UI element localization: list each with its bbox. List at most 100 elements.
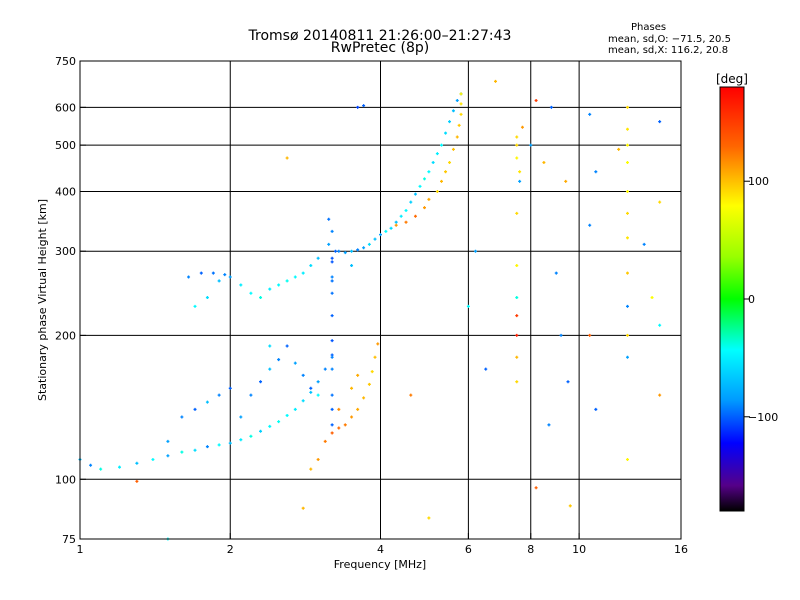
data-point <box>343 423 347 427</box>
data-point <box>376 342 380 346</box>
data-point <box>373 355 377 359</box>
data-point <box>293 275 297 279</box>
data-point <box>350 249 354 253</box>
data-point <box>431 160 435 164</box>
data-point <box>435 152 439 156</box>
data-point <box>285 344 289 348</box>
data-point <box>316 393 320 397</box>
data-point <box>193 407 197 411</box>
chart-subtitle: RwPretec (8p) <box>330 40 430 56</box>
x-tick-label: 16 <box>674 543 688 556</box>
data-point <box>309 264 313 268</box>
y-tick-label: 500 <box>55 139 76 152</box>
y-tick-label: 300 <box>55 245 76 258</box>
data-point <box>151 457 155 461</box>
y-tick-label: 600 <box>55 101 76 114</box>
data-point <box>515 355 519 359</box>
data-point <box>520 125 524 129</box>
data-point <box>440 143 443 147</box>
data-point <box>658 200 662 204</box>
series-x-mode-lower <box>309 342 380 471</box>
data-point <box>418 184 422 188</box>
x-tick-label: 8 <box>527 543 534 556</box>
data-point <box>564 179 568 183</box>
data-point <box>518 170 522 174</box>
data-point <box>384 229 388 233</box>
data-point <box>451 147 455 151</box>
data-point <box>337 407 341 411</box>
data-point <box>356 373 360 377</box>
data-point <box>323 367 327 371</box>
x-tick-label: 1 <box>77 543 84 556</box>
data-point <box>285 413 289 417</box>
data-point <box>330 229 334 233</box>
data-point <box>350 415 354 419</box>
data-point <box>356 248 360 252</box>
data-point <box>356 407 360 411</box>
data-point <box>625 143 629 147</box>
legend-line-o: mean, sd,O: −71.5, 20.5 <box>608 34 731 45</box>
series-o-mode-lower <box>78 344 334 471</box>
data-point <box>373 237 377 241</box>
legend-title: Phases <box>631 22 667 33</box>
data-point <box>658 393 662 397</box>
data-point <box>330 260 334 264</box>
colorbar-tick-label: 0 <box>748 293 755 306</box>
data-point <box>625 127 629 131</box>
data-point <box>658 120 662 124</box>
data-point <box>223 273 227 277</box>
series-o-mode-f2 <box>337 92 463 255</box>
y-ticks: 75 100 200 300 400 500 600 750 <box>55 55 86 546</box>
data-point <box>217 443 221 447</box>
data-point <box>239 415 243 419</box>
data-point <box>301 271 305 275</box>
data-point <box>249 434 253 438</box>
data-point <box>409 200 413 204</box>
data-point <box>399 214 403 218</box>
data-point <box>455 99 459 103</box>
colorbar-ticks: 100 0 −100 <box>744 175 778 424</box>
data-point <box>625 236 629 240</box>
data-point <box>330 256 334 260</box>
data-point <box>309 467 313 471</box>
x-tick-label: 10 <box>572 543 586 556</box>
data-point <box>413 214 417 218</box>
data-point <box>625 355 629 359</box>
data-point <box>268 344 272 348</box>
data-point <box>389 226 393 230</box>
data-point <box>323 439 327 443</box>
data-point <box>309 386 313 390</box>
data-point <box>239 438 243 442</box>
data-point <box>327 217 331 221</box>
data-point <box>330 423 334 427</box>
data-point <box>529 143 533 147</box>
data-point <box>316 457 320 461</box>
data-point <box>293 361 297 365</box>
data-point <box>515 314 519 318</box>
data-point <box>444 170 448 174</box>
data-point <box>285 279 289 283</box>
colorbar-label: [deg] <box>716 72 748 86</box>
y-tick-label: 400 <box>55 185 76 198</box>
data-point <box>135 461 139 465</box>
y-tick-label: 100 <box>55 473 76 486</box>
data-point <box>515 156 519 160</box>
data-point <box>330 291 334 295</box>
data-point <box>259 429 263 433</box>
colorbar <box>719 86 745 512</box>
data-point <box>588 112 592 116</box>
data-point <box>534 99 538 103</box>
data-point <box>625 304 629 308</box>
data-point <box>379 233 382 237</box>
data-point <box>494 79 498 83</box>
data-point <box>448 160 452 164</box>
data-point <box>187 275 191 279</box>
data-point <box>205 296 209 300</box>
data-point <box>404 220 408 224</box>
data-point <box>330 431 334 435</box>
data-point <box>309 390 313 394</box>
data-point <box>459 112 463 116</box>
data-point <box>625 333 629 337</box>
data-point <box>180 415 184 419</box>
data-point <box>362 396 366 400</box>
